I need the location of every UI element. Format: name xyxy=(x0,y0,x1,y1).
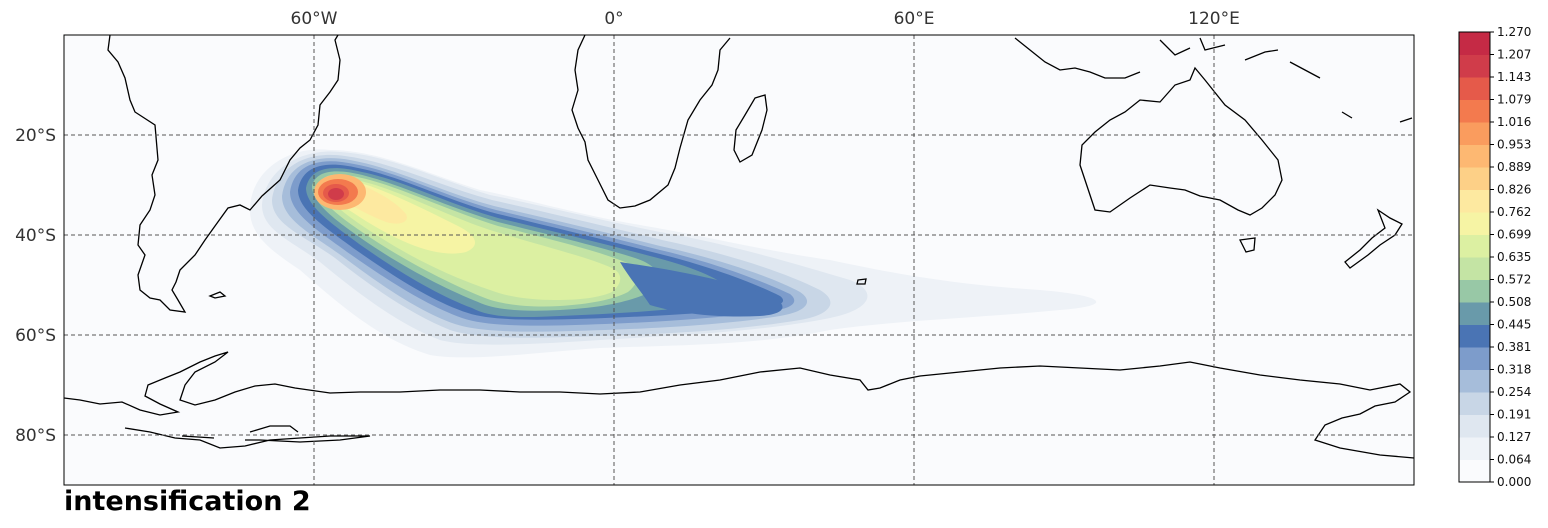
colorbar-tick-label: 0.953 xyxy=(1497,138,1531,152)
coast-antarctica xyxy=(64,351,1414,459)
colorbar-tick-label: 0.381 xyxy=(1497,340,1531,354)
contour-level-19 xyxy=(328,188,344,200)
colorbar-swatch xyxy=(1459,77,1490,100)
colorbar-tick-label: 0.127 xyxy=(1497,430,1531,444)
colorbar-tick-label: 1.143 xyxy=(1497,70,1531,84)
coast-south-america xyxy=(107,35,341,313)
colorbar-swatch xyxy=(1459,459,1490,483)
colorbar-tick-label: 1.270 xyxy=(1497,25,1531,39)
colorbar-tick-label: 0.445 xyxy=(1497,318,1531,332)
coast-indonesia xyxy=(1014,37,1413,123)
colorbar-tick-label: 0.699 xyxy=(1497,228,1531,242)
colorbar-swatch xyxy=(1459,324,1490,348)
gridlines xyxy=(64,35,1414,485)
density-contours xyxy=(250,149,1097,358)
colorbar-swatch xyxy=(1459,369,1490,393)
colorbar-swatch xyxy=(1459,392,1490,415)
lon-tick-labels: 60°W 0° 60°E 120°E xyxy=(291,9,1240,29)
colorbar-swatch xyxy=(1459,279,1490,303)
colorbar-tick-label: 0.064 xyxy=(1497,453,1531,467)
colorbar-tick-label: 0.635 xyxy=(1497,250,1531,264)
colorbar-swatch xyxy=(1459,99,1490,123)
lon-tick-label: 0° xyxy=(604,9,623,29)
colorbar: 0.000 0.064 0.127 0.191 0.254 0.318 0.381 0.445… xyxy=(1458,25,1531,489)
colorbar-swatch xyxy=(1459,212,1490,235)
lon-tick-label: 120°E xyxy=(1188,9,1240,29)
colorbar-swatch xyxy=(1459,144,1490,168)
coast-australia xyxy=(1079,66,1283,216)
colorbar-tick-label: 1.016 xyxy=(1497,115,1531,129)
colorbar-tick-label: 0.572 xyxy=(1497,273,1531,287)
map-title: intensification 2 xyxy=(64,486,311,517)
colorbar-swatch xyxy=(1459,189,1490,213)
lat-tick-label: 60°S xyxy=(15,326,56,346)
colorbar-tick-label: 0.508 xyxy=(1497,295,1531,309)
colorbar-tick-label: 0.000 xyxy=(1497,475,1531,489)
colorbar-tick-label: 0.318 xyxy=(1497,363,1531,377)
coast-new-zealand xyxy=(1344,208,1403,269)
coast-tasmania xyxy=(1239,237,1256,253)
colorbar-swatch xyxy=(1459,54,1490,78)
lat-tick-label: 20°S xyxy=(15,126,56,146)
colorbar-swatch xyxy=(1459,414,1490,438)
coast-falklands xyxy=(208,291,227,299)
colorbar-tick-label: 1.207 xyxy=(1497,48,1531,62)
colorbar-swatch xyxy=(1459,302,1490,325)
colorbar-swatch xyxy=(1459,347,1490,370)
colorbar-swatch xyxy=(1459,234,1490,258)
map-frame xyxy=(63,34,1415,486)
colorbar-swatch xyxy=(1459,122,1490,145)
colorbar-tick-label: 0.889 xyxy=(1497,160,1531,174)
colorbar-tick-label: 0.254 xyxy=(1497,385,1531,399)
coast-madagascar xyxy=(733,94,768,163)
colorbar-tick-label: 0.762 xyxy=(1497,205,1531,219)
coast-africa xyxy=(571,35,731,209)
colorbar-swatch xyxy=(1459,32,1490,55)
colorbar-swatch xyxy=(1459,257,1490,280)
colorbar-tick-label: 1.079 xyxy=(1497,93,1531,107)
lon-tick-label: 60°E xyxy=(894,9,935,29)
contour-tail xyxy=(620,262,783,317)
coastlines xyxy=(64,35,1414,459)
lat-tick-label: 40°S xyxy=(15,226,56,246)
lat-tick-label: 80°S xyxy=(15,426,56,446)
colorbar-tick-label: 0.191 xyxy=(1497,408,1531,422)
colorbar-swatch xyxy=(1459,167,1490,190)
colorbar-tick-label: 0.826 xyxy=(1497,183,1531,197)
lat-tick-labels: 20°S 40°S 60°S 80°S xyxy=(15,126,56,446)
lon-tick-label: 60°W xyxy=(291,9,338,29)
coast-kerguelen xyxy=(856,278,867,285)
colorbar-swatch xyxy=(1459,437,1490,460)
coast-antarctica-shelf xyxy=(124,425,371,449)
